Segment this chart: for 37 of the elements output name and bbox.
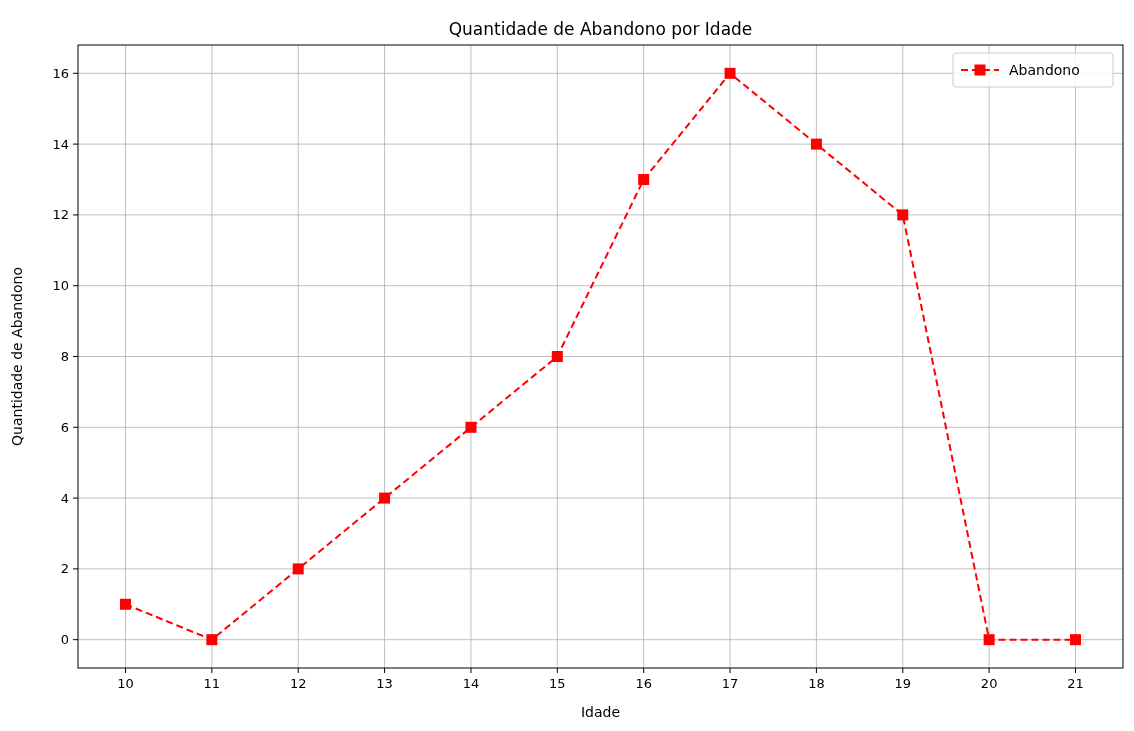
point <box>292 563 304 575</box>
chart-title: Quantidade de Abandono por Idade <box>448 19 753 39</box>
x-tick-label: 18 <box>808 676 825 691</box>
point <box>206 634 218 646</box>
x-tick-label: 19 <box>894 676 912 691</box>
y-tick-label: 8 <box>60 349 69 364</box>
x-axis-title: Idade <box>580 704 621 720</box>
point <box>897 209 909 221</box>
legend-label: Abandono <box>1009 62 1080 78</box>
x-tick-label: 20 <box>980 676 998 691</box>
point <box>379 492 391 504</box>
x-tick-label: 13 <box>376 676 393 691</box>
point <box>983 634 995 646</box>
x-tick-label: 10 <box>117 676 134 691</box>
y-tick-label: 6 <box>60 419 69 435</box>
x-tick-label: 12 <box>289 676 307 691</box>
point <box>465 421 477 433</box>
y-axis-title: Quantidade de Abandono <box>9 267 25 446</box>
point <box>551 351 563 362</box>
x-tick-label: 15 <box>549 676 566 691</box>
y-tick-label: 2 <box>60 561 69 577</box>
point <box>638 174 650 186</box>
x-tick-label: 11 <box>203 676 221 691</box>
x-tick-label: 16 <box>635 676 652 691</box>
point <box>1070 634 1081 646</box>
point <box>120 598 131 610</box>
x-tick-label: 21 <box>1067 676 1084 691</box>
point <box>810 138 822 150</box>
point <box>724 67 736 79</box>
y-tick-label: 12 <box>52 207 69 223</box>
x-tick-label: 14 <box>462 676 480 691</box>
x-tick-label: 17 <box>721 676 739 691</box>
y-tick-label: 10 <box>52 278 69 294</box>
y-tick-label: 0 <box>60 632 69 648</box>
y-tick-label: 4 <box>60 490 69 506</box>
y-tick-label: 16 <box>52 65 69 81</box>
y-tick-label: 14 <box>52 136 69 152</box>
